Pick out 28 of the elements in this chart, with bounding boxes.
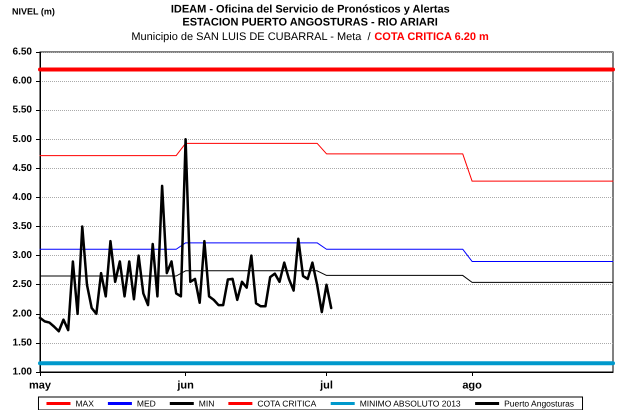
- chart-subtitle: ESTACION PUERTO ANGOSTURAS - RIO ARIARI: [182, 16, 438, 28]
- x-tick-label: ago: [462, 380, 482, 392]
- legend-label: Puerto Angosturas: [504, 398, 574, 408]
- y-tick-label: 1.50: [12, 337, 32, 348]
- legend-label: MIN: [198, 398, 214, 408]
- legend-label: MED: [136, 398, 156, 408]
- text: COTA CRITICA 6.20 m: [374, 31, 490, 43]
- y-tick-label: 4.00: [12, 192, 32, 203]
- x-tick-label: jun: [176, 380, 194, 392]
- text: Municipio de SAN LUIS DE CUBARRAL - Meta /: [131, 31, 372, 43]
- y-tick-label: 4.50: [12, 162, 32, 174]
- y-tick-label: 6.00: [12, 76, 32, 87]
- y-tick-label: 1.00: [12, 366, 32, 378]
- y-tick-label: 5.50: [12, 104, 32, 116]
- y-tick-label: 2.50: [12, 279, 32, 290]
- y-tick-label: 3.00: [12, 250, 32, 262]
- x-tick-label: may: [28, 380, 52, 392]
- legend-label: COTA CRITICA: [257, 398, 317, 408]
- y-tick-label: 5.00: [12, 134, 32, 145]
- chart-title: IDEAM - Oficina del Servicio de Pronósticos y Alertas: [170, 4, 450, 16]
- y-tick-label: 6.50: [12, 46, 32, 58]
- line-series: [40, 142, 614, 182]
- y-tick-label: 2.00: [12, 308, 32, 320]
- legend-label: MAX: [75, 398, 94, 408]
- legend-label: MINIMO ABSOLUTO 2013: [360, 398, 461, 408]
- y-tick-label: 3.50: [12, 221, 32, 232]
- y-axis-title: NIVEL (m): [12, 6, 55, 16]
- x-tick-label: jul: [319, 380, 333, 392]
